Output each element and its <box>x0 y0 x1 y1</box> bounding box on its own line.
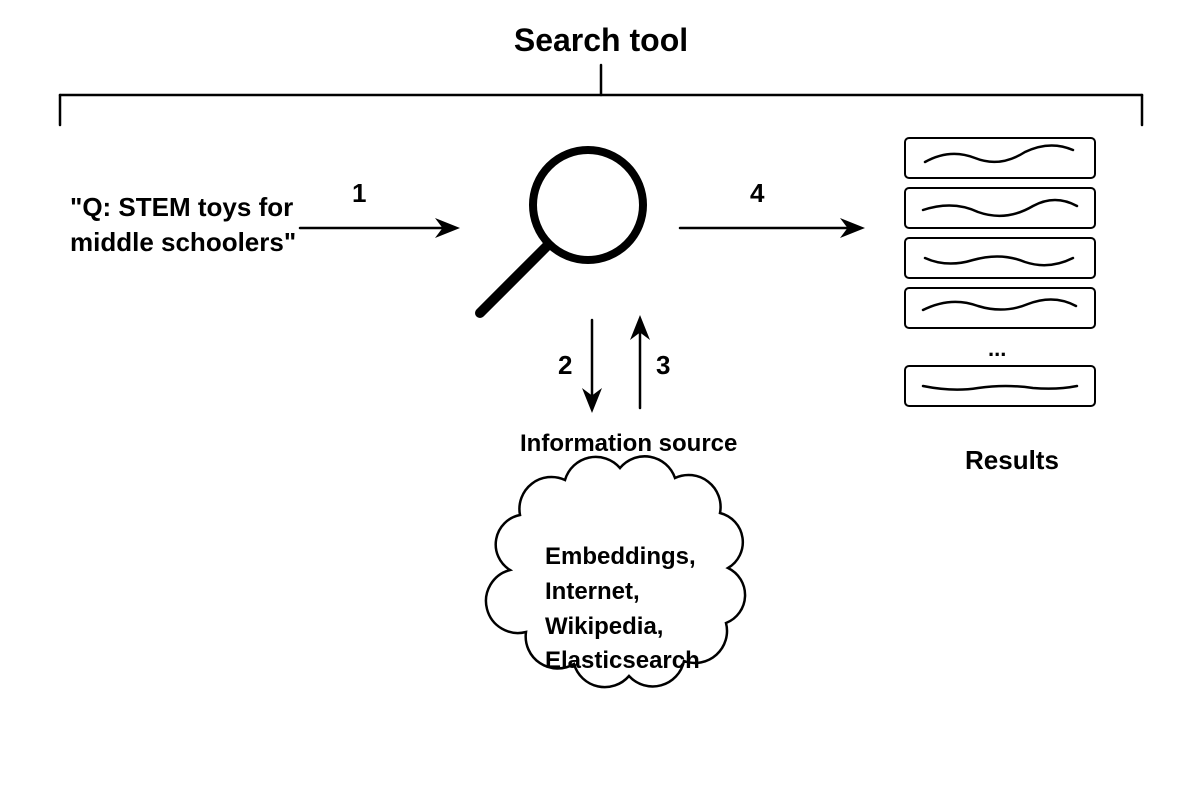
query-line-1: "Q: STEM toys for <box>70 190 296 225</box>
cloud-line-1: Embeddings, <box>545 540 700 575</box>
step-label-2: 2 <box>558 350 572 381</box>
step-label-1: 1 <box>352 178 366 209</box>
cloud-line-4: Elasticsearch <box>545 644 700 679</box>
results-list <box>905 138 1095 406</box>
magnifier-icon <box>480 150 643 313</box>
title-bracket <box>60 65 1142 125</box>
cloud-line-3: Wikipedia, <box>545 610 700 645</box>
results-label: Results <box>965 445 1059 476</box>
info-source-label: Information source <box>520 430 737 458</box>
step-label-4: 4 <box>750 178 764 209</box>
query-text: "Q: STEM toys for middle schoolers" <box>70 190 296 260</box>
result-box <box>905 288 1095 328</box>
cloud-line-2: Internet, <box>545 575 700 610</box>
diagram-title: Search tool <box>0 22 1202 59</box>
query-line-2: middle schoolers" <box>70 225 296 260</box>
info-source-text: Embeddings, Internet, Wikipedia, Elastic… <box>545 540 700 679</box>
step-label-3: 3 <box>656 350 670 381</box>
result-box <box>905 238 1095 278</box>
results-ellipsis: ... <box>988 336 1006 362</box>
diagram-canvas <box>0 0 1202 800</box>
